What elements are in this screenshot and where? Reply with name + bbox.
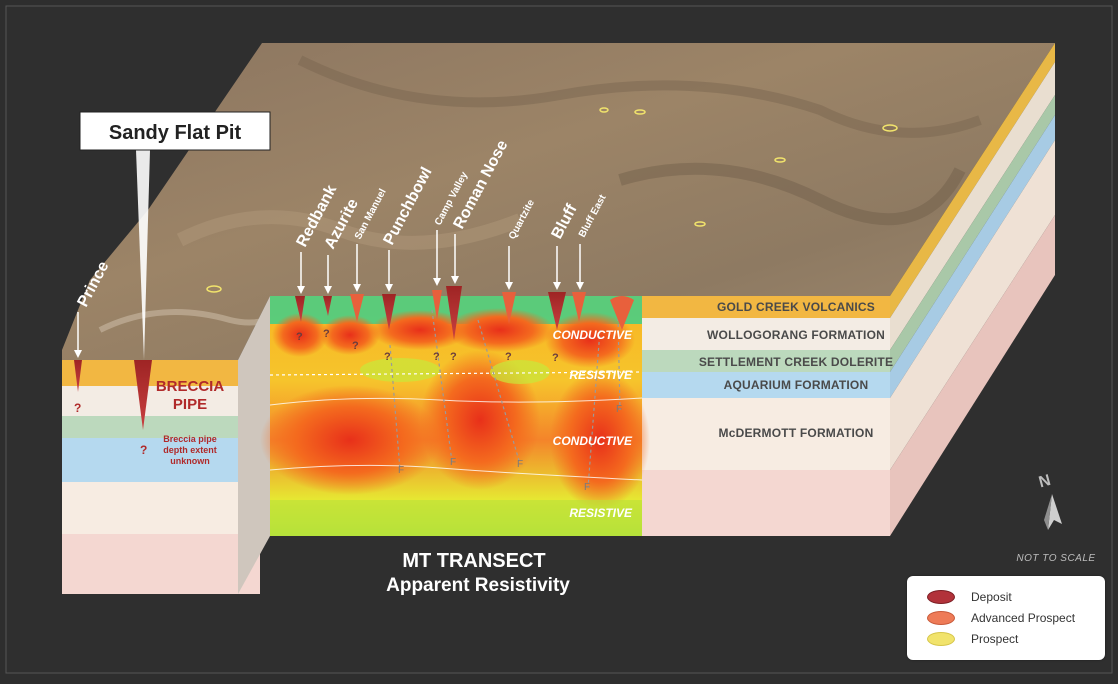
question-mark: ? xyxy=(433,351,440,363)
breccia-note3: unknown xyxy=(170,456,210,466)
callout-title: Sandy Flat Pit xyxy=(109,122,242,144)
fault-mark: F xyxy=(584,482,590,493)
deposit-cones xyxy=(74,286,634,430)
breccia-note2: depth extent xyxy=(163,445,217,455)
question-mark: ? xyxy=(384,351,391,363)
question-mark: ? xyxy=(552,352,559,364)
breccia-line1: BRECCIA xyxy=(156,378,225,395)
zone-conductive-upper: CONDUCTIVE xyxy=(553,328,633,342)
legend-swatch-icon xyxy=(927,590,955,604)
fault-mark: F xyxy=(616,404,622,415)
question-mark: ? xyxy=(450,351,457,363)
question-mark: ? xyxy=(296,331,303,343)
transect-title-line2: Apparent Resistivity xyxy=(386,575,570,596)
legend-swatch-icon xyxy=(927,632,955,646)
legend-label: Deposit xyxy=(971,590,1012,604)
north-label: N xyxy=(1037,472,1053,491)
layer-wollogorang-formation: WOLLOGORANG FORMATION xyxy=(707,328,885,342)
fault-mark: F xyxy=(398,465,404,476)
question-mark: ? xyxy=(140,443,147,457)
fault-mark: F xyxy=(517,459,523,470)
breccia-labels: BRECCIA PIPE Breccia pipe depth extent u… xyxy=(74,378,224,466)
question-mark: ? xyxy=(352,340,359,352)
front-layers-left xyxy=(62,296,270,594)
legend-label: Prospect xyxy=(971,632,1019,646)
legend-item-prospect: Prospect xyxy=(927,630,1018,648)
question-mark: ? xyxy=(74,401,81,415)
zone-labels: CONDUCTIVE RESISTIVE CONDUCTIVE RESISTIV… xyxy=(553,328,633,520)
terrain-surface xyxy=(62,43,1055,360)
legend: Deposit Advanced Prospect Prospect xyxy=(907,576,1105,660)
layer-aquarium-formation: AQUARIUM FORMATION xyxy=(724,378,869,392)
formation-labels: GOLD CREEK VOLCANICS WOLLOGORANG FORMATI… xyxy=(699,300,893,440)
legend-swatch-icon xyxy=(927,611,955,625)
layer-mcdermott-formation: McDERMOTT FORMATION xyxy=(719,426,874,440)
right-side-face xyxy=(890,43,1055,536)
legend-item-advanced-prospect: Advanced Prospect xyxy=(927,609,1075,627)
transect-title: MT TRANSECT Apparent Resistivity xyxy=(386,550,570,596)
question-mark: ? xyxy=(323,328,330,340)
zone-resistive-lower: RESISTIVE xyxy=(569,506,633,520)
front-layers-right xyxy=(642,296,890,536)
transect-question-marks: ? ? ? ? ? ? ? ? xyxy=(296,328,559,364)
breccia-note1: Breccia pipe xyxy=(163,434,217,444)
mt-transect-panel: F F F F F xyxy=(260,296,650,536)
fault-mark: F xyxy=(450,457,456,468)
zone-conductive-lower: CONDUCTIVE xyxy=(553,434,633,448)
legend-label: Advanced Prospect xyxy=(971,611,1076,625)
layer-settlement-creek-dolerite: SETTLEMENT CREEK DOLERITE xyxy=(699,355,893,369)
legend-item-deposit: Deposit xyxy=(927,588,1012,606)
zone-resistive-upper: RESISTIVE xyxy=(569,368,633,382)
transect-title-line1: MT TRANSECT xyxy=(402,550,545,572)
not-to-scale: NOT TO SCALE xyxy=(1016,553,1095,564)
breccia-line2: PIPE xyxy=(173,396,207,413)
north-arrow-icon xyxy=(1048,494,1062,530)
layer-gold-creek-volcanics: GOLD CREEK VOLCANICS xyxy=(717,300,875,314)
question-mark: ? xyxy=(505,351,512,363)
sandy-flat-pit-callout: Sandy Flat Pit xyxy=(79,111,271,360)
north-arrow: N NOT TO SCALE xyxy=(1016,472,1095,564)
